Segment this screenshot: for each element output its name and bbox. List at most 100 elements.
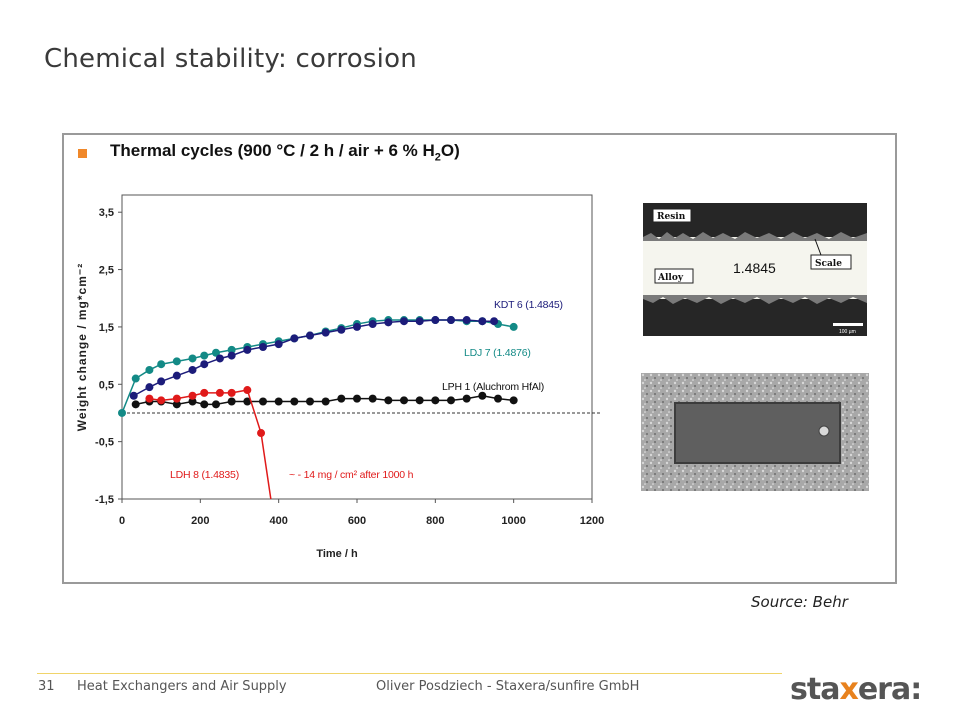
y-tick-label: -1,5 xyxy=(95,494,114,506)
data-point xyxy=(259,397,267,406)
data-point xyxy=(447,316,455,325)
data-point xyxy=(157,396,166,405)
data-point xyxy=(368,320,377,329)
series-line xyxy=(133,319,495,397)
x-tick-label: 0 xyxy=(119,515,125,527)
series-annotation: LDH 8 (1.4835) xyxy=(170,469,239,481)
staxera-logo: staxera: xyxy=(790,672,922,707)
data-point xyxy=(172,371,181,380)
data-point xyxy=(509,322,518,331)
data-point xyxy=(157,360,166,369)
y-tick-label: 3,5 xyxy=(99,207,114,219)
data-point xyxy=(337,325,346,334)
data-point xyxy=(145,394,154,403)
data-point xyxy=(215,354,224,363)
data-point xyxy=(306,331,314,340)
slide-title: Chemical stability: corrosion xyxy=(44,44,417,74)
x-tick-label: 200 xyxy=(191,515,209,527)
page-number: 31 xyxy=(38,679,55,694)
source-note: Source: Behr xyxy=(751,593,848,611)
series-annotation: KDT 6 (1.4845) xyxy=(494,299,563,311)
y-tick-label: 1,5 xyxy=(99,322,114,334)
logo-part1: sta xyxy=(790,672,840,707)
data-point xyxy=(157,377,166,386)
data-point xyxy=(131,374,140,383)
data-point xyxy=(306,397,314,406)
x-axis-label: Time / h xyxy=(316,548,358,560)
data-point xyxy=(227,397,236,406)
data-point xyxy=(200,360,209,369)
heading-end: O) xyxy=(440,141,460,160)
data-point xyxy=(188,391,197,400)
data-point xyxy=(200,388,209,397)
x-tick-label: 600 xyxy=(348,515,366,527)
data-point xyxy=(274,397,283,406)
data-point xyxy=(172,394,181,403)
chart-heading: Thermal cycles (900 °C / 2 h / air + 6 %… xyxy=(110,141,460,163)
logo-colon: : xyxy=(910,672,922,707)
bullet-marker xyxy=(78,149,87,158)
micrograph-image: Resin Alloy Scale 1.4845 100 µm xyxy=(643,203,867,336)
footer-topic: Heat Exchangers and Air Supply xyxy=(77,679,287,694)
ldh-drop-line xyxy=(260,432,272,500)
label-scale: Scale xyxy=(815,259,842,269)
label-resin: Resin xyxy=(657,212,686,222)
data-point xyxy=(478,317,487,326)
data-point xyxy=(462,394,471,403)
data-point xyxy=(131,400,140,409)
label-alloy: Alloy xyxy=(657,273,684,283)
data-point xyxy=(384,396,393,405)
data-point xyxy=(490,317,499,326)
data-point xyxy=(431,396,440,405)
x-tick-label: 400 xyxy=(269,515,287,527)
data-point xyxy=(259,343,267,351)
data-point xyxy=(400,396,408,405)
data-point xyxy=(172,400,181,409)
data-point xyxy=(212,348,220,357)
data-point xyxy=(274,340,283,349)
data-point xyxy=(188,365,197,374)
data-point xyxy=(400,317,408,326)
footer-author: Oliver Posdziech - Staxera/sunfire GmbH xyxy=(376,679,640,694)
data-point xyxy=(118,408,126,417)
y-tick-label: 2,5 xyxy=(99,265,114,277)
data-point xyxy=(145,365,154,374)
data-point xyxy=(243,386,252,395)
data-point xyxy=(447,396,455,405)
data-point xyxy=(415,396,424,405)
x-tick-label: 1200 xyxy=(580,515,604,527)
series-annotation: LPH 1 (Aluchrom HfAl) xyxy=(442,381,544,393)
data-point xyxy=(129,391,138,400)
logo-x: x xyxy=(839,672,858,707)
label-material: 1.4845 xyxy=(733,260,776,276)
data-point xyxy=(243,345,252,354)
x-tick-label: 800 xyxy=(426,515,444,527)
data-point xyxy=(227,351,236,360)
data-point xyxy=(431,316,440,325)
data-point xyxy=(212,400,220,409)
heading-subscript: 2 xyxy=(434,151,441,164)
series-annotation: LDJ 7 (1.4876) xyxy=(464,347,531,359)
footer-divider xyxy=(37,673,782,674)
micrograph-svg: Resin Alloy Scale 1.4845 100 µm xyxy=(643,203,867,336)
logo-part3: era xyxy=(857,672,911,707)
data-point xyxy=(353,394,361,403)
data-point xyxy=(415,317,424,326)
chart-panel: Thermal cycles (900 °C / 2 h / air + 6 %… xyxy=(62,133,897,584)
data-point xyxy=(200,351,209,360)
data-point xyxy=(337,394,346,403)
data-point xyxy=(321,328,330,337)
sample-svg xyxy=(641,373,869,491)
data-point xyxy=(227,345,236,354)
data-point xyxy=(188,397,197,406)
y-tick-label: -0,5 xyxy=(95,437,114,449)
data-point xyxy=(215,388,224,397)
heading-main: Thermal cycles (900 °C / 2 h / air + 6 %… xyxy=(110,141,435,160)
data-point xyxy=(243,397,252,406)
data-point xyxy=(290,334,299,343)
data-point xyxy=(200,400,209,409)
data-point xyxy=(384,318,393,327)
data-point xyxy=(509,396,518,405)
y-axis-label: Weight change / mg*cm⁻² xyxy=(75,263,89,431)
data-point xyxy=(188,354,197,363)
